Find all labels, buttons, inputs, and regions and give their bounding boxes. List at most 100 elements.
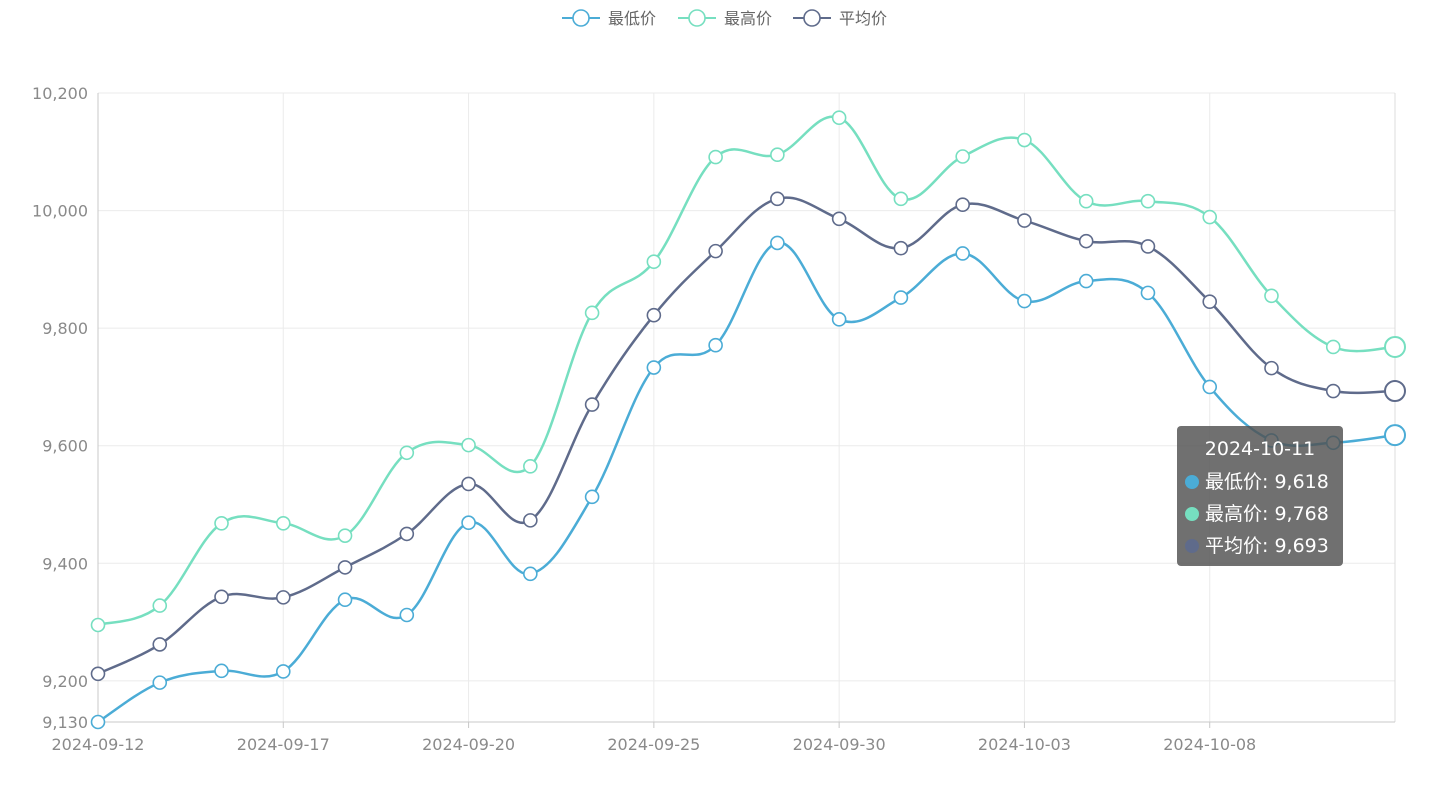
data-point-avg[interactable] (646, 307, 662, 323)
x-tick-label: 2024-09-25 (607, 735, 700, 754)
data-point-avg[interactable] (461, 476, 476, 492)
data-point-max[interactable] (1325, 339, 1341, 355)
tooltip-label-avg: 平均价: 9,693 (1205, 535, 1329, 557)
x-tick-label: 2024-09-30 (793, 735, 886, 754)
data-point-max[interactable] (646, 254, 662, 270)
data-point-min[interactable] (831, 312, 847, 327)
y-tick-label: 9,600 (42, 437, 88, 456)
data-point-avg[interactable] (1140, 239, 1156, 254)
data-point-avg[interactable] (1264, 360, 1279, 376)
series-line-max (97, 115, 1396, 627)
x-tick-label: 2024-10-03 (978, 735, 1071, 754)
data-point-max[interactable] (1264, 288, 1279, 304)
data-point-min[interactable] (893, 290, 909, 305)
tooltip-row-avg: 平均价: 9,693 (1185, 530, 1335, 562)
data-point-min[interactable] (90, 714, 106, 730)
data-point-avg[interactable] (152, 637, 168, 652)
data-point-min[interactable] (1202, 379, 1218, 395)
data-point-min[interactable] (1384, 424, 1406, 447)
data-point-min[interactable] (337, 592, 353, 608)
legend[interactable]: 最低价 最高价 平均价 (562, 9, 887, 28)
data-point-avg[interactable] (770, 191, 785, 207)
tooltip-dot-avg (1185, 539, 1199, 553)
data-point-avg[interactable] (1078, 233, 1094, 249)
data-point-min[interactable] (708, 337, 723, 353)
x-tick-label: 2024-10-08 (1163, 735, 1256, 754)
tooltip-label-max: 最高价: 9,768 (1205, 503, 1329, 525)
data-point-min[interactable] (1140, 285, 1156, 301)
data-point-max[interactable] (90, 617, 106, 633)
data-point-max[interactable] (1202, 209, 1218, 225)
data-point-max[interactable] (770, 147, 785, 163)
data-point-avg[interactable] (1384, 380, 1406, 403)
data-point-max[interactable] (1078, 193, 1094, 209)
data-point-avg[interactable] (1325, 383, 1341, 399)
data-point-avg[interactable] (584, 397, 600, 412)
data-point-min[interactable] (1017, 293, 1032, 309)
data-point-avg[interactable] (708, 243, 723, 259)
data-point-max[interactable] (461, 437, 476, 453)
data-point-min[interactable] (152, 675, 168, 690)
tooltip-dot-min (1185, 475, 1199, 489)
data-point-avg[interactable] (1017, 213, 1032, 228)
data-point-max[interactable] (152, 598, 168, 613)
legend-label-min: 最低价 (608, 9, 656, 28)
data-point-max[interactable] (1140, 193, 1156, 209)
y-tick-label: 9,200 (42, 672, 88, 691)
data-point-avg[interactable] (399, 526, 415, 542)
data-point-max[interactable] (275, 516, 291, 531)
tooltip-title: 2024-10-11 (1204, 438, 1316, 460)
data-point-avg[interactable] (955, 197, 970, 212)
data-point-max[interactable] (831, 110, 847, 125)
x-tick-label: 2024-09-17 (237, 735, 330, 754)
data-point-avg[interactable] (893, 240, 909, 256)
data-point-min[interactable] (523, 566, 538, 582)
legend-marker-avg (803, 9, 821, 27)
legend-marker-min (572, 9, 590, 27)
data-point-avg[interactable] (337, 560, 353, 575)
data-point-avg[interactable] (275, 590, 291, 605)
data-point-max[interactable] (1384, 335, 1406, 358)
data-point-max[interactable] (523, 458, 538, 474)
x-tick-label: 2024-09-20 (422, 735, 515, 754)
y-tick-label: 9,130 (42, 713, 88, 732)
data-point-min[interactable] (770, 235, 785, 251)
series-lines (90, 110, 1406, 730)
data-point-min[interactable] (646, 360, 662, 375)
legend-marker-max (688, 9, 706, 27)
tooltip-row-min: 最低价: 9,618 (1185, 466, 1335, 498)
data-point-max[interactable] (399, 445, 415, 461)
legend-item-max[interactable]: 最高价 (678, 9, 772, 28)
data-point-avg[interactable] (831, 211, 847, 227)
data-point-min[interactable] (399, 607, 415, 623)
data-point-max[interactable] (893, 191, 909, 207)
data-point-max[interactable] (955, 149, 970, 164)
data-point-min[interactable] (214, 663, 229, 679)
legend-label-avg: 平均价 (839, 9, 887, 28)
legend-item-min[interactable]: 最低价 (562, 9, 656, 28)
data-point-max[interactable] (337, 528, 353, 543)
grid-lines (97, 92, 1396, 722)
data-point-avg[interactable] (523, 513, 538, 528)
data-point-min[interactable] (955, 246, 970, 261)
x-tick-label: 2024-09-12 (52, 735, 145, 754)
legend-label-max: 最高价 (724, 9, 772, 28)
data-point-min[interactable] (275, 664, 291, 679)
data-point-avg[interactable] (90, 666, 106, 682)
tooltip-row-max: 最高价: 9,768 (1185, 498, 1335, 530)
data-point-max[interactable] (708, 149, 723, 165)
data-point-avg[interactable] (1202, 294, 1218, 309)
data-point-min[interactable] (1078, 273, 1094, 289)
data-point-min[interactable] (584, 489, 600, 505)
data-point-max[interactable] (1017, 132, 1032, 148)
legend-item-avg[interactable]: 平均价 (793, 9, 887, 28)
y-tick-label: 10,200 (32, 84, 88, 103)
tooltip-dot-max (1185, 507, 1199, 521)
data-point-max[interactable] (584, 305, 600, 321)
data-point-min[interactable] (461, 515, 476, 531)
axes: 9,130 9,200 9,400 9,600 9,800 10,000 10,200 202… (32, 84, 1395, 754)
y-tick-label: 10,000 (32, 202, 88, 221)
data-point-avg[interactable] (214, 589, 229, 605)
data-point-max[interactable] (214, 516, 229, 531)
